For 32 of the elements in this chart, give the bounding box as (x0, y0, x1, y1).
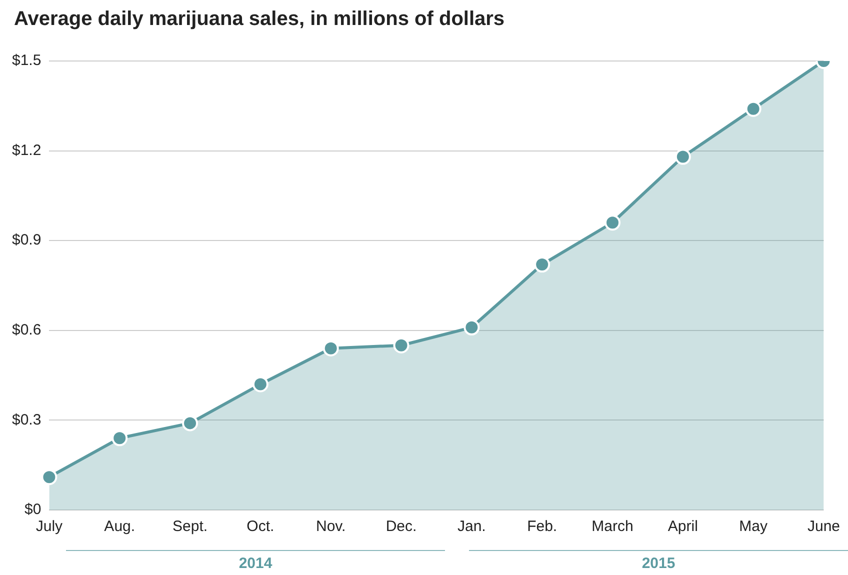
x-tick-label: Feb. (527, 518, 558, 536)
point (674, 148, 691, 165)
point (322, 340, 339, 356)
point (464, 319, 480, 336)
x-tick-label: June (807, 518, 840, 536)
y-tick-label: $1.2 (12, 142, 42, 159)
point (182, 415, 198, 432)
point (393, 337, 410, 354)
x-tick-label: May (739, 518, 768, 536)
y-tick-label: $0.3 (12, 411, 42, 428)
text: 2015 (469, 550, 848, 572)
x-tick-label: Dec. (386, 518, 417, 536)
x-tick-label: Sept. (172, 518, 208, 536)
chart-title: Average daily marijuana sales, in millions of dollars (14, 8, 505, 31)
point (534, 256, 550, 273)
text: 2014 (66, 550, 445, 572)
x-tick-label: April (668, 518, 698, 536)
x-tick-label: Nov. (316, 518, 346, 536)
point (745, 100, 762, 117)
x-tick-label: Oct. (246, 518, 274, 536)
x-tick-label: March (592, 518, 634, 536)
x-tick-label: July (36, 518, 64, 536)
point (41, 469, 58, 486)
x-tick-label: Aug. (104, 518, 136, 536)
y-tick-label: $0.9 (12, 232, 42, 249)
point (604, 214, 620, 231)
point (252, 376, 268, 392)
point (112, 430, 128, 446)
y-tick-label: $1.5 (12, 52, 42, 70)
x-tick-label: Jan. (457, 518, 486, 536)
y-tick-label: $0.6 (12, 322, 42, 339)
y-tick-label: $0 (24, 501, 42, 518)
